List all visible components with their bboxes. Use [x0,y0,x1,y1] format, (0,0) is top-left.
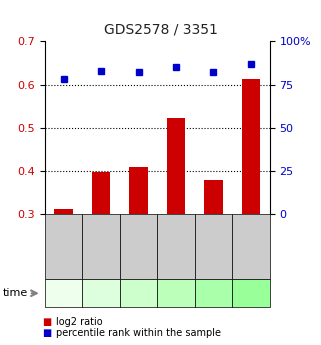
Text: GSM99092: GSM99092 [247,226,256,267]
Text: GSM99087: GSM99087 [59,226,68,267]
Bar [167,118,185,214]
Text: 10 min: 10 min [125,289,152,298]
Text: GSM99090: GSM99090 [171,226,180,267]
Text: percentile rank within the sample: percentile rank within the sample [56,328,221,338]
Text: GSM99089: GSM99089 [134,226,143,267]
Text: GSM99088: GSM99088 [97,226,106,267]
Text: time: time [3,288,29,298]
Bar [242,79,260,214]
Text: 20 min: 20 min [163,289,189,298]
Text: log2 ratio: log2 ratio [56,317,103,326]
Text: 5 min: 5 min [90,289,112,298]
Bar [129,167,148,214]
Bar [54,209,73,214]
Text: ■: ■ [42,317,51,326]
Text: 60 min: 60 min [238,289,264,298]
Text: GSM99091: GSM99091 [209,226,218,267]
Text: ■: ■ [42,328,51,338]
Text: GDS2578 / 3351: GDS2578 / 3351 [104,22,217,37]
Bar [204,180,223,214]
Text: 40 min: 40 min [200,289,227,298]
Bar [92,172,110,214]
Text: 2 min: 2 min [53,289,74,298]
